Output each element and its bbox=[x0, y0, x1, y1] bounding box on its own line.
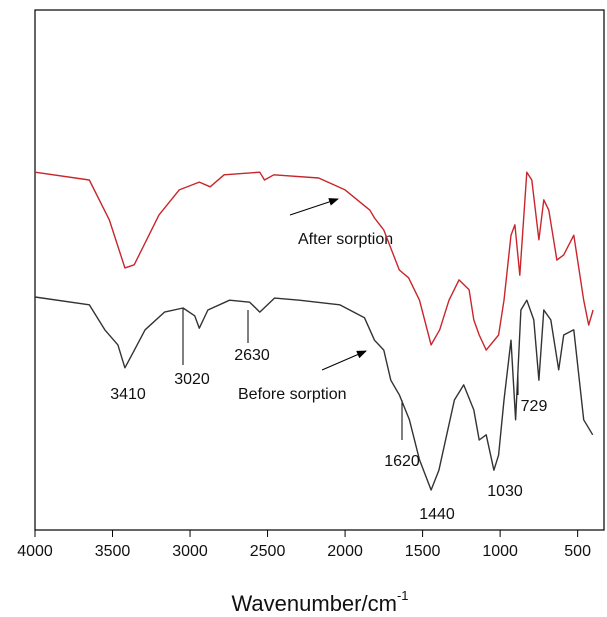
peak-label: 1030 bbox=[487, 483, 523, 500]
x-axis-title-text: Wavenumber/cm bbox=[231, 591, 396, 616]
x-tick-label: 3000 bbox=[172, 543, 208, 560]
x-tick-label: 2500 bbox=[250, 543, 286, 560]
peak-label: 729 bbox=[521, 398, 548, 415]
arrow bbox=[321, 350, 367, 371]
x-tick-label: 1000 bbox=[482, 543, 518, 560]
x-axis-title-sup: -1 bbox=[397, 588, 409, 603]
annotation: After sorption bbox=[298, 231, 393, 248]
x-tick-label: 500 bbox=[564, 543, 591, 560]
peak-label: 1440 bbox=[419, 506, 455, 523]
annotation: Before sorption bbox=[238, 386, 347, 403]
plot-frame bbox=[34, 9, 605, 531]
peak-label: 2630 bbox=[234, 347, 270, 364]
x-axis-title: Wavenumber/cm-1 bbox=[231, 588, 408, 615]
peak-label: 3020 bbox=[174, 371, 210, 388]
x-tick-label: 2000 bbox=[327, 543, 363, 560]
peak-label: 1620 bbox=[384, 453, 420, 470]
spectrum-line bbox=[34, 171, 594, 351]
x-tick-label: 1500 bbox=[405, 543, 441, 560]
x-tick-label: 4000 bbox=[17, 543, 53, 560]
x-tick-label: 3500 bbox=[95, 543, 131, 560]
arrow bbox=[289, 198, 339, 216]
peak-label: 3410 bbox=[110, 386, 146, 403]
spectrum-line bbox=[34, 296, 594, 491]
